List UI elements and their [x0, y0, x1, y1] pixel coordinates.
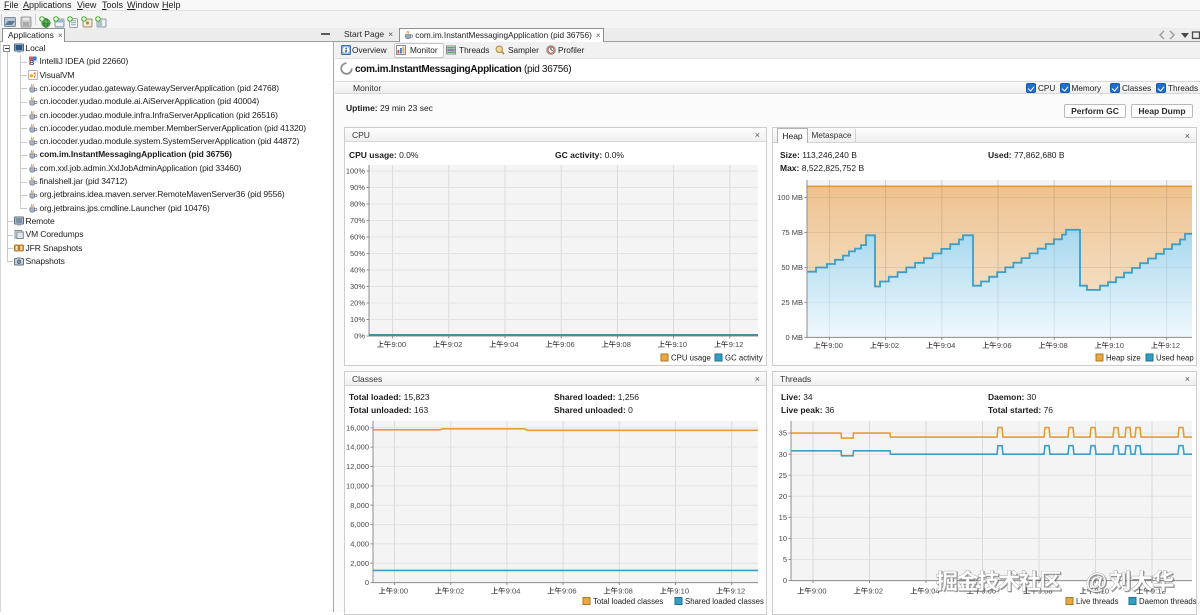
- svg-text:0: 0: [783, 576, 787, 585]
- svg-text:9:12: 9:12: [1166, 341, 1181, 350]
- svg-text:9:04: 9:04: [941, 341, 956, 350]
- svg-text:Used: 77,862,680 B: Used: 77,862,680 B: [988, 150, 1065, 160]
- svg-text:9:12: 9:12: [729, 340, 744, 349]
- svg-text:30%: 30%: [350, 282, 365, 291]
- svg-text:Live peak: 36: Live peak: 36: [781, 405, 835, 415]
- svg-text:6,000: 6,000: [350, 520, 369, 529]
- svg-text:9:02: 9:02: [450, 587, 465, 596]
- svg-text:B: B: [29, 60, 34, 66]
- svg-text:9:12: 9:12: [1151, 587, 1166, 596]
- svg-text:30: 30: [779, 450, 787, 459]
- svg-text:Total loaded classes: Total loaded classes: [593, 597, 663, 606]
- svg-text:50%: 50%: [350, 249, 365, 258]
- svg-text:9:08: 9:08: [1053, 341, 1068, 350]
- svg-text:5: 5: [783, 555, 787, 564]
- svg-text:Live: 34: Live: 34: [781, 392, 813, 402]
- svg-text:10,000: 10,000: [346, 482, 369, 491]
- svg-text:9:10: 9:10: [1109, 341, 1124, 350]
- svg-text:Heap size: Heap size: [1106, 354, 1141, 363]
- svg-text:Shared loaded: 1,256: Shared loaded: 1,256: [554, 392, 639, 402]
- svg-text:9:06: 9:06: [981, 587, 996, 596]
- svg-text:9:08: 9:08: [1038, 587, 1053, 596]
- svg-text:9:10: 9:10: [673, 340, 688, 349]
- svg-text:@: @: [1085, 569, 1107, 594]
- svg-text:10%: 10%: [350, 315, 365, 324]
- svg-text:100 MB: 100 MB: [777, 193, 803, 202]
- svg-text:GC activity: GC activity: [725, 354, 763, 363]
- svg-text:Total loaded: 15,823: Total loaded: 15,823: [349, 392, 430, 402]
- svg-text:25: 25: [779, 471, 787, 480]
- svg-text:80%: 80%: [350, 200, 365, 209]
- svg-text:9:00: 9:00: [392, 340, 407, 349]
- svg-text:14,000: 14,000: [346, 443, 369, 452]
- svg-text:9:12: 9:12: [731, 587, 746, 596]
- svg-text:9:00: 9:00: [828, 341, 843, 350]
- svg-text:Total unloaded: 163: Total unloaded: 163: [349, 405, 428, 415]
- svg-text:25 MB: 25 MB: [781, 298, 803, 307]
- svg-text:9:04: 9:04: [504, 340, 519, 349]
- svg-text:0: 0: [365, 578, 369, 587]
- svg-text:35: 35: [779, 429, 787, 438]
- svg-text:2,000: 2,000: [350, 559, 369, 568]
- svg-text:0%: 0%: [354, 332, 365, 341]
- svg-text:0 MB: 0 MB: [785, 333, 803, 342]
- svg-text:9:00: 9:00: [812, 587, 827, 596]
- svg-text:Max: 8,522,825,752 B: Max: 8,522,825,752 B: [780, 163, 864, 173]
- svg-text:GC activity: 0.0%: GC activity: 0.0%: [555, 150, 624, 160]
- svg-text:9:08: 9:08: [618, 587, 633, 596]
- svg-text:16,000: 16,000: [346, 423, 369, 432]
- svg-text:50 MB: 50 MB: [781, 263, 803, 272]
- svg-text:9:10: 9:10: [674, 587, 689, 596]
- svg-text:9:06: 9:06: [997, 341, 1012, 350]
- svg-text:9:06: 9:06: [562, 587, 577, 596]
- svg-text:20%: 20%: [350, 299, 365, 308]
- svg-text:Daemon: 30: Daemon: 30: [988, 392, 1036, 402]
- svg-text:100%: 100%: [346, 167, 366, 176]
- svg-text:CPU usage: CPU usage: [671, 354, 711, 363]
- svg-text:70%: 70%: [350, 216, 365, 225]
- svg-text:10: 10: [779, 534, 787, 543]
- svg-text:75 MB: 75 MB: [781, 228, 803, 237]
- svg-text:9:00: 9:00: [393, 587, 408, 596]
- svg-text:4,000: 4,000: [350, 540, 369, 549]
- svg-text:9:10: 9:10: [1094, 587, 1109, 596]
- svg-text:Live threads: Live threads: [1076, 597, 1119, 606]
- svg-text:15: 15: [779, 513, 787, 522]
- svg-text:90%: 90%: [350, 183, 365, 192]
- svg-text:Shared unloaded: 0: Shared unloaded: 0: [554, 405, 633, 415]
- svg-text:Daemon threads: Daemon threads: [1139, 597, 1196, 606]
- svg-text:9:02: 9:02: [885, 341, 900, 350]
- svg-text:9:02: 9:02: [868, 587, 883, 596]
- svg-text:9:04: 9:04: [925, 587, 940, 596]
- svg-text:Used heap: Used heap: [1156, 354, 1194, 363]
- svg-text:9:02: 9:02: [448, 340, 463, 349]
- svg-text:9:08: 9:08: [616, 340, 631, 349]
- svg-text:9:06: 9:06: [560, 340, 575, 349]
- svg-text:8,000: 8,000: [350, 501, 369, 510]
- svg-text:9:04: 9:04: [506, 587, 521, 596]
- svg-text:12,000: 12,000: [346, 462, 369, 471]
- svg-text:40%: 40%: [350, 266, 365, 275]
- svg-text:20: 20: [779, 492, 787, 501]
- svg-text:Shared loaded classes: Shared loaded classes: [685, 597, 764, 606]
- svg-text:60%: 60%: [350, 233, 365, 242]
- svg-text:CPU usage: 0.0%: CPU usage: 0.0%: [349, 150, 419, 160]
- svg-text:Total started: 76: Total started: 76: [988, 405, 1053, 415]
- svg-text:Size: 113,246,240 B: Size: 113,246,240 B: [780, 150, 857, 160]
